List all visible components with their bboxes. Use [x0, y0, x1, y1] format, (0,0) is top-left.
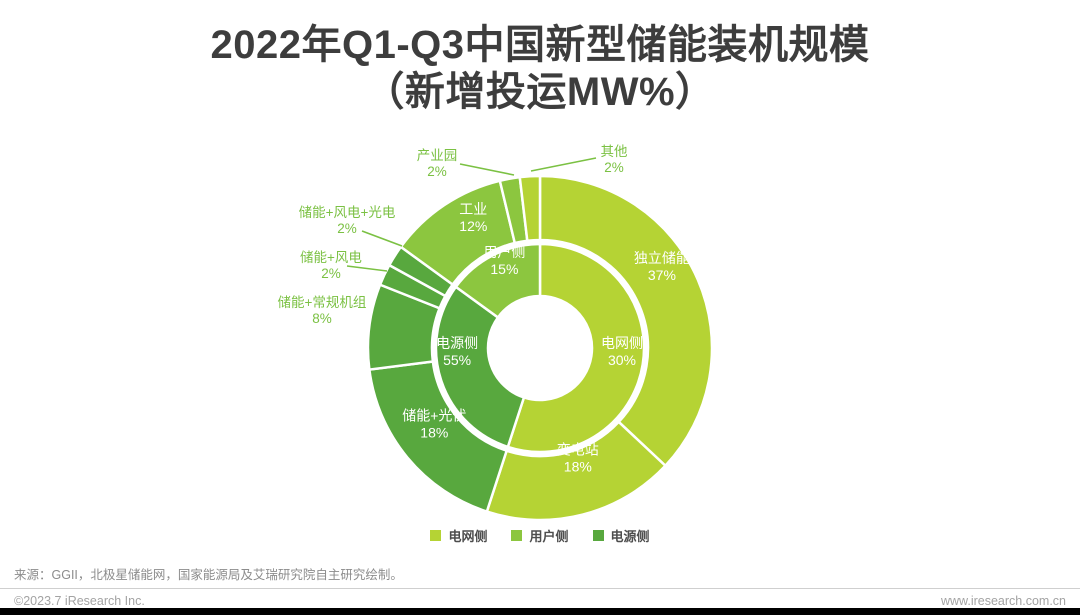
leader-line-产业园 — [459, 163, 515, 176]
legend-label-电源侧: 电源侧 — [610, 529, 650, 544]
website-link: www.iresearch.com.cn — [940, 594, 1066, 608]
leader-line-其他 — [530, 157, 597, 172]
callout-label-其他: 其他 2% — [601, 144, 628, 175]
slice-label-用户侧: 用户侧 15% — [483, 244, 525, 277]
slice-label-独立储能: 独立储能 37% — [634, 250, 690, 283]
chart-title-line2: （新增投运MW%） — [364, 70, 716, 114]
callout-label-储能+风电+光电: 储能+风电+光电 2% — [299, 205, 396, 236]
legend-item-用户侧: 用户侧 — [511, 526, 569, 545]
inner-slice-电源侧 — [434, 285, 526, 449]
legend-item-电网侧: 电网侧 — [430, 526, 487, 545]
callout-label-产业园: 产业园 2% — [417, 148, 458, 179]
inner-slice-用户侧 — [454, 242, 542, 320]
slice-label-电网侧: 电网侧 30% — [601, 335, 643, 368]
callout-label-储能+常规机组: 储能+常规机组 8% — [278, 295, 367, 326]
legend-swatch-电网侧 — [430, 530, 442, 541]
callout-label-储能+风电: 储能+风电 2% — [300, 250, 362, 281]
source-note: 来源：GGII，北极星储能网，国家能源局及艾瑞研究院自主研究绘制。 — [14, 568, 403, 582]
slice-label-储能+光伏: 储能+光伏 18% — [402, 408, 466, 441]
bottom-bar — [0, 608, 1080, 615]
footer-divider — [0, 588, 1080, 589]
leader-line-储能+风电+光电 — [361, 230, 403, 247]
legend-item-电源侧: 电源侧 — [592, 526, 650, 545]
legend-swatch-电源侧 — [592, 530, 604, 541]
legend-label-电网侧: 电网侧 — [448, 529, 488, 544]
legend-swatch-用户侧 — [511, 530, 523, 541]
slice-label-变电站: 变电站 18% — [557, 442, 599, 475]
outer-slice-独立储能 — [538, 174, 714, 468]
outer-slice-其他 — [518, 174, 542, 243]
copyright-text: ©2023.7 iResearch Inc. — [14, 594, 145, 608]
inner-slice-电网侧 — [506, 242, 646, 454]
leader-line-储能+风电 — [346, 265, 388, 272]
chart-title-line1: 2022年Q1-Q3中国新型储能装机规模 — [210, 23, 870, 67]
legend-label-用户侧: 用户侧 — [529, 529, 569, 544]
slice-label-电源侧: 电源侧 55% — [436, 335, 478, 368]
slice-label-工业: 工业 12% — [459, 201, 487, 234]
chart-title: 2022年Q1-Q3中国新型储能装机规模 （新增投运MW%） — [0, 22, 1080, 116]
legend: 电网侧 用户侧 电源侧 — [0, 526, 1080, 545]
